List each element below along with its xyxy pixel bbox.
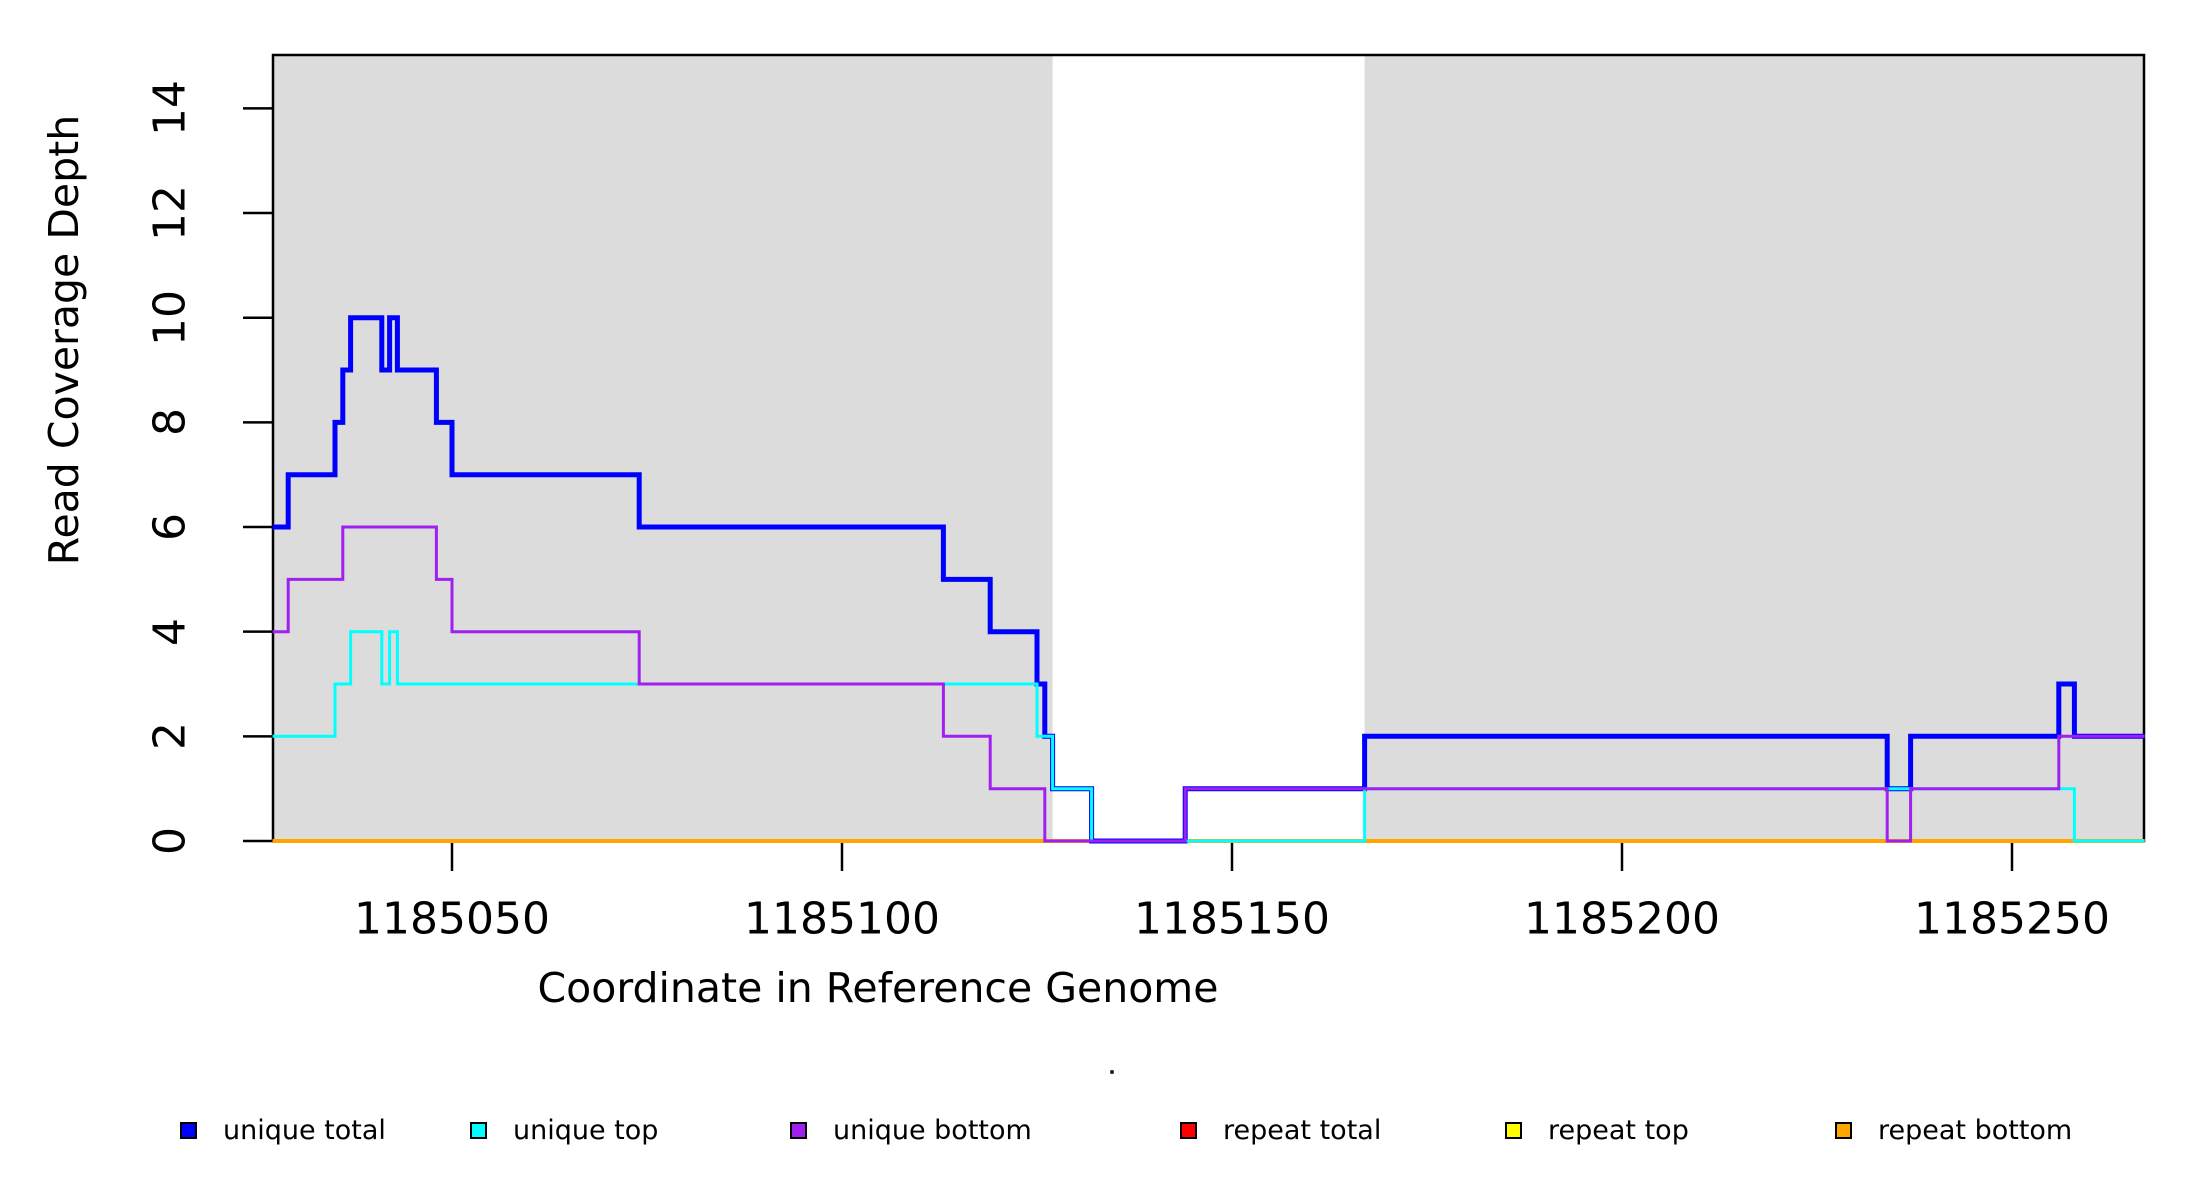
y-axis-title: Read Coverage Depth (40, 114, 88, 566)
legend-label: repeat top (1548, 1114, 1689, 1146)
y-tick-label: 14 (144, 80, 196, 137)
legend-label: repeat bottom (1878, 1114, 2073, 1146)
legend-label: repeat total (1223, 1114, 1382, 1146)
y-tick-label: 4 (144, 617, 196, 646)
y-tick-label: 0 (144, 827, 196, 855)
legend-item: unique total (180, 1113, 386, 1147)
legend-item: repeat total (1180, 1113, 1381, 1147)
x-tick-label: 1185150 (1134, 893, 1330, 945)
legend-label: unique top (513, 1114, 659, 1146)
x-tick-label: 1185250 (1914, 893, 2110, 945)
legend-label: unique total (223, 1114, 386, 1146)
x-tick-label: 1185100 (744, 893, 940, 945)
legend-swatch-icon (1180, 1121, 1197, 1139)
series-line-unique-bottom (272, 525, 2145, 843)
y-tick-label: 2 (144, 722, 196, 751)
y-tick-label: 8 (144, 408, 196, 437)
legend-swatch-icon (180, 1121, 197, 1139)
legend-swatch-icon (1835, 1121, 1852, 1139)
legend-swatch-icon (470, 1121, 487, 1139)
x-tick-label: 1185200 (1524, 893, 1720, 945)
legend-item: repeat bottom (1835, 1113, 2072, 1147)
y-tick-label: 10 (144, 289, 196, 346)
legend-swatch-icon (790, 1121, 807, 1139)
stray-dot (1110, 1070, 1114, 1074)
legend-label: unique bottom (833, 1114, 1032, 1146)
x-axis-title: Coordinate in Reference Genome (537, 964, 1219, 1012)
series-line-unique-total (272, 315, 2145, 844)
legend-swatch-icon (1505, 1121, 1522, 1139)
shaded-region (273, 55, 1053, 841)
x-tick-label: 1185050 (354, 893, 550, 945)
legend-item: repeat top (1505, 1113, 1689, 1147)
legend-item: unique bottom (790, 1113, 1032, 1147)
legend-item: unique top (470, 1113, 658, 1147)
shaded-region (1364, 55, 2144, 841)
y-tick-label: 6 (144, 513, 196, 542)
y-tick-label: 12 (144, 185, 196, 242)
